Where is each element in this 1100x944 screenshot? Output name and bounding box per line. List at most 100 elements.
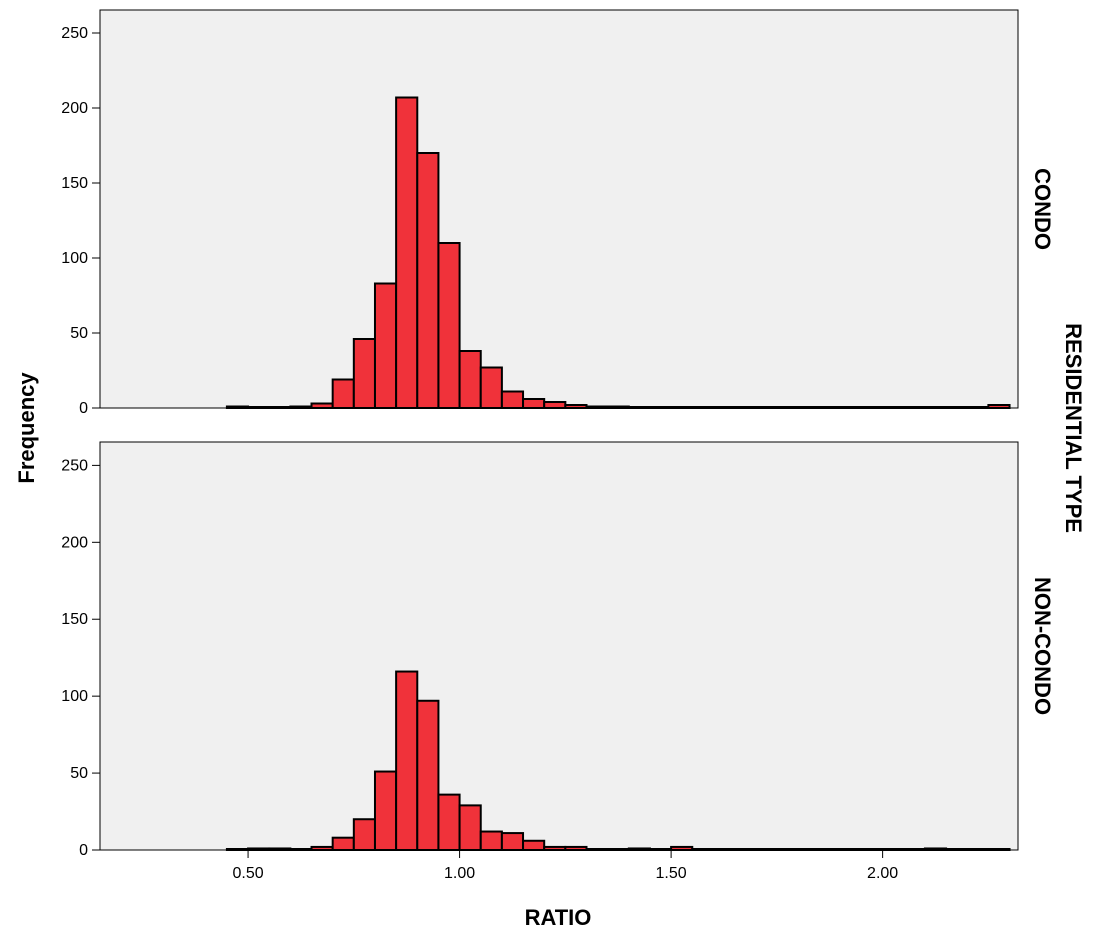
histogram-bar [923,406,948,409]
histogram-bar [395,96,419,409]
histogram-bar [818,406,842,409]
histogram-bar [648,406,673,409]
panel-1: 0 50 100 150 200 250 NON-CONDO [61,441,1055,859]
histogram-bar [923,847,948,852]
histogram-bar [564,845,588,852]
histogram-bar [416,152,440,409]
histogram-bar [775,406,800,409]
y-tick-label: 250 [61,457,88,474]
y-tick-label: 200 [61,534,88,551]
histogram-bar [479,366,503,409]
histogram-bar [247,847,271,852]
histogram-bar [627,847,651,852]
y-axis-title: Frequency [14,372,39,484]
y-tick-label: 100 [61,250,88,267]
histogram-bar [458,350,482,409]
histogram-bar [648,848,673,851]
y-tick-label: 0 [79,842,88,859]
histogram-bar [310,845,334,852]
histogram-bar [627,406,651,409]
x-tick-label: 1.50 [656,865,687,882]
plot-area [99,441,1019,851]
x-tick-label: 1.00 [444,865,475,882]
histogram-bar [500,390,525,409]
histogram-bar [585,848,609,851]
histogram-bar [966,406,990,409]
histogram-bar [331,836,355,852]
histogram-bar [268,847,292,852]
histogram-bar [860,406,884,409]
histogram-bar [479,830,503,851]
facet-title: RESIDENTIAL TYPE [1061,323,1086,533]
y-tick-label: 50 [70,765,88,782]
y-tick-label: 100 [61,688,88,705]
histogram-bar [500,832,525,851]
histogram-bar [543,401,567,409]
histogram-bar [564,404,588,409]
y-tick-label: 200 [61,100,88,117]
y-tick-label: 150 [61,611,88,628]
histogram-bar [395,670,419,851]
histogram-bar [373,770,398,851]
histogram-bar [966,848,990,851]
x-tick-label: 2.00 [867,865,898,882]
histogram-bar [289,848,313,851]
histogram-bar [437,242,461,409]
histogram-bar [797,848,821,851]
histogram-bar [373,282,398,409]
histogram-bar [310,402,334,409]
x-tick-label: 0.50 [232,865,263,882]
histogram-bar [860,848,884,851]
histogram-bar [733,406,757,409]
histogram-bar [585,405,609,409]
histogram-bar [247,406,271,409]
histogram-bar [818,848,842,851]
histogram-bar [691,848,715,851]
x-axis-title: RATIO [525,905,592,930]
histogram-bar [225,405,250,409]
histogram-bar [754,406,778,409]
histogram-bar [670,406,694,409]
panels-group: 0 50 100 150 200 250 CONDO 0 50 100 150 200 250 NON-C… [61,9,1055,859]
histogram-bar [268,406,292,409]
histogram-bar [881,848,905,851]
histogram-bar [754,848,778,851]
histogram-bar [522,398,546,409]
histogram-bar [458,804,482,852]
x-axis: 0.50 1.00 1.50 2.00 [232,850,898,882]
y-tick-label: 0 [79,400,88,417]
histogram-bar [902,406,926,409]
histogram-bar [522,839,546,851]
histogram-bar [881,406,905,409]
panel-0: 0 50 100 150 200 250 CONDO [61,9,1055,417]
histogram-bar [733,848,757,851]
histogram-bar [797,406,821,409]
histogram-bar [775,848,800,851]
histogram-bar [289,405,313,409]
plot-area [99,9,1019,409]
histogram-bar [839,848,863,851]
y-tick-label: 250 [61,25,88,42]
histogram-bar [543,845,567,852]
panel-label: CONDO [1030,168,1055,250]
histogram-bar [987,404,1011,409]
histogram-bar [352,338,376,409]
histogram-bar [331,378,355,409]
histogram-bar [945,848,969,851]
histogram-bar [839,406,863,409]
histogram-bar [987,848,1011,851]
histogram-bar [691,406,715,409]
histogram-bar [945,406,969,409]
panel-label: NON-CONDO [1030,577,1055,715]
histogram-bar [225,848,250,851]
histogram-bar [902,848,926,851]
histogram-bar [606,405,630,409]
histogram-bar [670,845,694,852]
histogram-bar [416,699,440,851]
histogram-bar [437,793,461,851]
histogram-bar [712,406,736,409]
histogram-bar [606,848,630,851]
histogram-bar [712,848,736,851]
histogram-bar [352,818,376,852]
